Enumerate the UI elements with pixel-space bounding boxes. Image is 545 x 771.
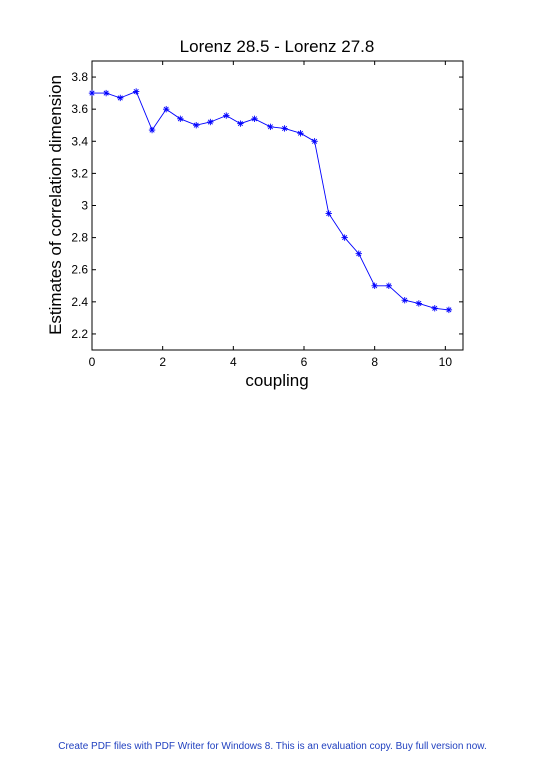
y-axis-label: Estimates of correlation dimension	[46, 75, 65, 335]
data-point	[193, 122, 200, 129]
data-point	[223, 112, 230, 119]
y-tick-label: 2.4	[71, 295, 88, 309]
data-point	[251, 115, 258, 122]
x-tick-label: 4	[230, 355, 237, 369]
x-tick-label: 2	[159, 355, 166, 369]
data-point	[415, 300, 423, 307]
x-tick-label: 6	[301, 355, 308, 369]
data-point	[431, 305, 438, 312]
data-point	[371, 282, 378, 289]
data-point	[237, 120, 244, 127]
y-tick-label: 3	[81, 199, 88, 213]
data-point	[401, 297, 408, 304]
chart: Lorenz 28.5 - Lorenz 27.8 0 2 4 6 8 10 2.2 2.4…	[46, 37, 464, 390]
axis-ticks	[91, 61, 463, 350]
x-tick-label: 8	[371, 355, 378, 369]
series-markers	[88, 88, 453, 314]
plot-frame	[91, 60, 464, 351]
data-point	[445, 306, 453, 314]
x-tick-labels: 0 2 4 6 8 10	[89, 355, 453, 369]
y-tick-label: 2.8	[71, 231, 88, 245]
data-point	[281, 125, 288, 132]
y-tick-label: 2.2	[71, 327, 88, 341]
data-point	[311, 138, 318, 145]
x-tick-label: 0	[89, 355, 96, 369]
data-point	[341, 234, 348, 241]
data-point	[325, 210, 332, 217]
data-point	[163, 105, 170, 113]
chart-title: Lorenz 28.5 - Lorenz 27.8	[180, 37, 375, 56]
x-axis-label: coupling	[245, 371, 308, 390]
data-point	[385, 282, 392, 289]
data-point	[117, 94, 124, 102]
data-point	[207, 118, 214, 126]
y-tick-label: 3.2	[71, 166, 88, 180]
y-tick-label: 3.6	[71, 102, 88, 116]
data-point	[88, 89, 96, 97]
data-point	[177, 115, 184, 122]
data-point	[267, 123, 274, 131]
data-point	[132, 88, 140, 95]
y-tick-label: 2.6	[71, 263, 88, 277]
data-point	[148, 126, 156, 134]
y-tick-label: 3.4	[71, 134, 88, 148]
data-point	[355, 250, 362, 257]
y-tick-label: 3.8	[71, 70, 88, 84]
data-point	[102, 89, 110, 97]
evaluation-footer: Create PDF files with PDF Writer for Win…	[58, 741, 487, 752]
data-point	[297, 130, 304, 137]
y-tick-labels: 2.2 2.4 2.6 2.8 3 3.2 3.4 3.6 3.8	[71, 70, 88, 341]
x-tick-label: 10	[439, 355, 453, 369]
